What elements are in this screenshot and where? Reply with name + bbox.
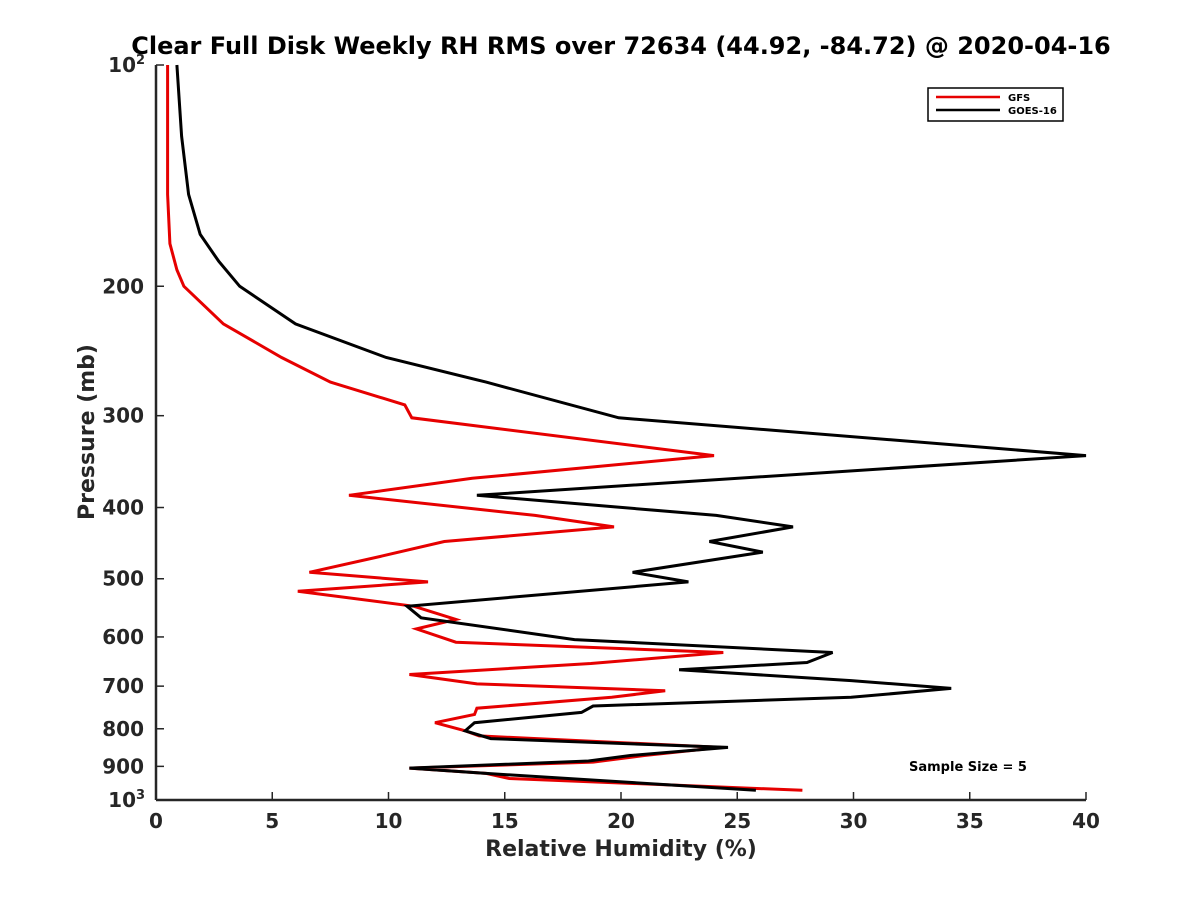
x-tick-label: 35 <box>956 809 984 833</box>
x-axis-label: Relative Humidity (%) <box>485 837 757 862</box>
x-tick-label: 20 <box>607 809 635 833</box>
x-tick-label: 10 <box>375 809 403 833</box>
x-tick-label: 15 <box>491 809 519 833</box>
x-tick-label: 0 <box>149 809 163 833</box>
y-tick-exponent: 2 <box>136 53 145 68</box>
series-lines <box>166 64 1087 792</box>
y-tick-label: 200 <box>102 274 144 298</box>
y-tick-label: 300 <box>102 404 144 428</box>
x-tick-label: 25 <box>723 809 751 833</box>
series-line-gfs <box>166 65 803 792</box>
y-tick-label: 800 <box>102 717 144 741</box>
x-tick-label: 30 <box>840 809 868 833</box>
y-tick-label: 400 <box>102 496 144 520</box>
y-tick-exponent: 3 <box>136 788 145 803</box>
y-tick-label: 900 <box>102 754 144 778</box>
chart-title: Clear Full Disk Weekly RH RMS over 72634… <box>131 32 1111 60</box>
x-axis-ticks: 0 5 10 15 20 25 30 35 40 <box>149 792 1100 833</box>
x-tick-label: 40 <box>1072 809 1100 833</box>
legend-box <box>927 87 1064 122</box>
sample-size-annotation: Sample Size = 5 <box>909 760 1027 775</box>
series-line-goes16 <box>175 64 1087 792</box>
x-tick-label: 5 <box>265 809 279 833</box>
y-tick-label: 700 <box>102 674 144 698</box>
legend: GFS GOES-16 <box>927 87 1064 122</box>
y-tick-label: 10 <box>108 788 136 812</box>
legend-label-goes16: GOES-16 <box>1008 106 1057 117</box>
y-axis-label: Pressure (mb) <box>75 344 100 520</box>
y-tick-label: 500 <box>102 567 144 591</box>
y-tick-label: 10 <box>108 53 136 77</box>
y-tick-label: 600 <box>102 625 144 649</box>
legend-label-gfs: GFS <box>1008 93 1030 104</box>
